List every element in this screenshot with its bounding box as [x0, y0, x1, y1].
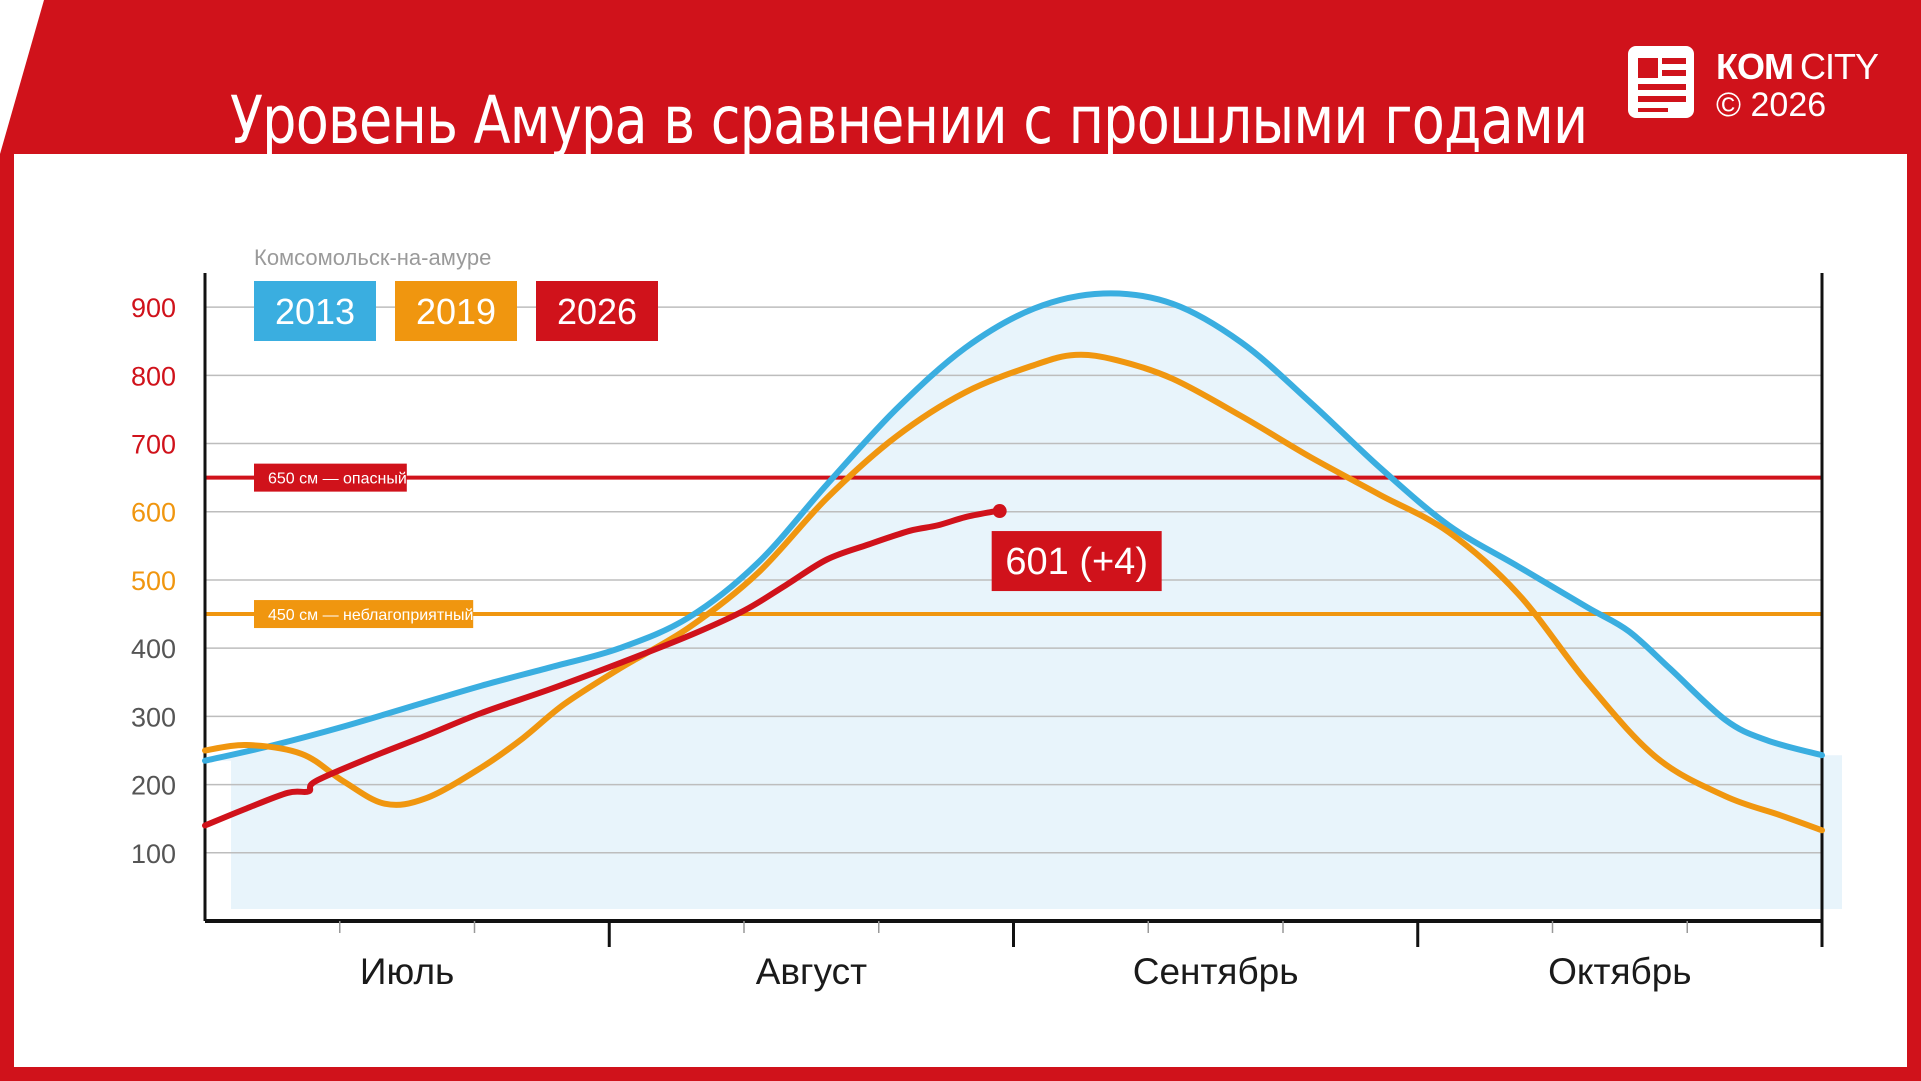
x-tick-label: Август — [756, 951, 867, 992]
series-line-2026 — [202, 508, 1003, 829]
threshold-label: 650 см — опасный — [268, 471, 407, 488]
logo-copyright: © 2026 — [1716, 86, 1827, 124]
last-point-marker — [992, 504, 1007, 519]
threshold-layer: 650 см — опасный 450 см — неблагоприятный — [205, 463, 1822, 629]
legend-layer: Комсомольск-на-амуре 2013 2019 2026 — [254, 245, 658, 341]
y-tick-label: 900 — [131, 293, 176, 323]
logo-brand-regular: CITY — [1800, 46, 1879, 87]
last-point-label: 601 (+4) — [1005, 541, 1148, 583]
y-tick-label: 400 — [131, 634, 176, 664]
header-notch — [0, 0, 44, 154]
legend-swatch-2019 — [395, 281, 517, 341]
y-tick-label: 300 — [131, 702, 176, 732]
series-line-2019 — [202, 351, 1825, 834]
threshold-label-box — [254, 600, 474, 629]
series-layer — [202, 290, 1825, 834]
background-area — [205, 293, 1842, 910]
legend-label-2019: 2019 — [416, 291, 496, 332]
legend-label-2026: 2026 — [557, 291, 637, 332]
y-tick-label: 200 — [131, 771, 176, 801]
y-tick-label: 700 — [131, 430, 176, 460]
page-title: Уровень Амура в сравнении с прошлыми год… — [230, 82, 1588, 160]
y-tick-label: 800 — [131, 361, 176, 391]
header-band — [0, 0, 1921, 154]
x-tick-label: Октябрь — [1548, 951, 1691, 992]
y-tick-label: 500 — [131, 566, 176, 596]
newspaper-icon — [1628, 46, 1694, 118]
legend-label-2013: 2013 — [275, 291, 355, 332]
area-layer — [205, 293, 1842, 910]
logo-brand-bold: КОМ — [1716, 46, 1794, 87]
chart-subtitle: Комсомольск-на-амуре — [254, 245, 491, 270]
series-line-2013 — [202, 290, 1825, 764]
threshold-label-box — [254, 463, 407, 492]
threshold-label: 450 см — неблагоприятный — [268, 607, 473, 624]
y-tick-label: 600 — [131, 498, 176, 528]
axis-layer — [203, 273, 1824, 947]
legend-swatch-2026 — [536, 281, 658, 341]
last-point-callout — [991, 531, 1162, 592]
label-layer: 100 200 300 400 500 600 700 800 900 Июль Август Сен… — [131, 293, 1692, 992]
x-tick-label: Сентябрь — [1133, 951, 1299, 992]
y-tick-label: 100 — [131, 839, 176, 869]
legend-swatch-2013 — [254, 281, 376, 341]
komcity-logo: КОМ CITY © 2026 — [1624, 44, 1894, 130]
x-tick-label: Июль — [360, 951, 454, 992]
